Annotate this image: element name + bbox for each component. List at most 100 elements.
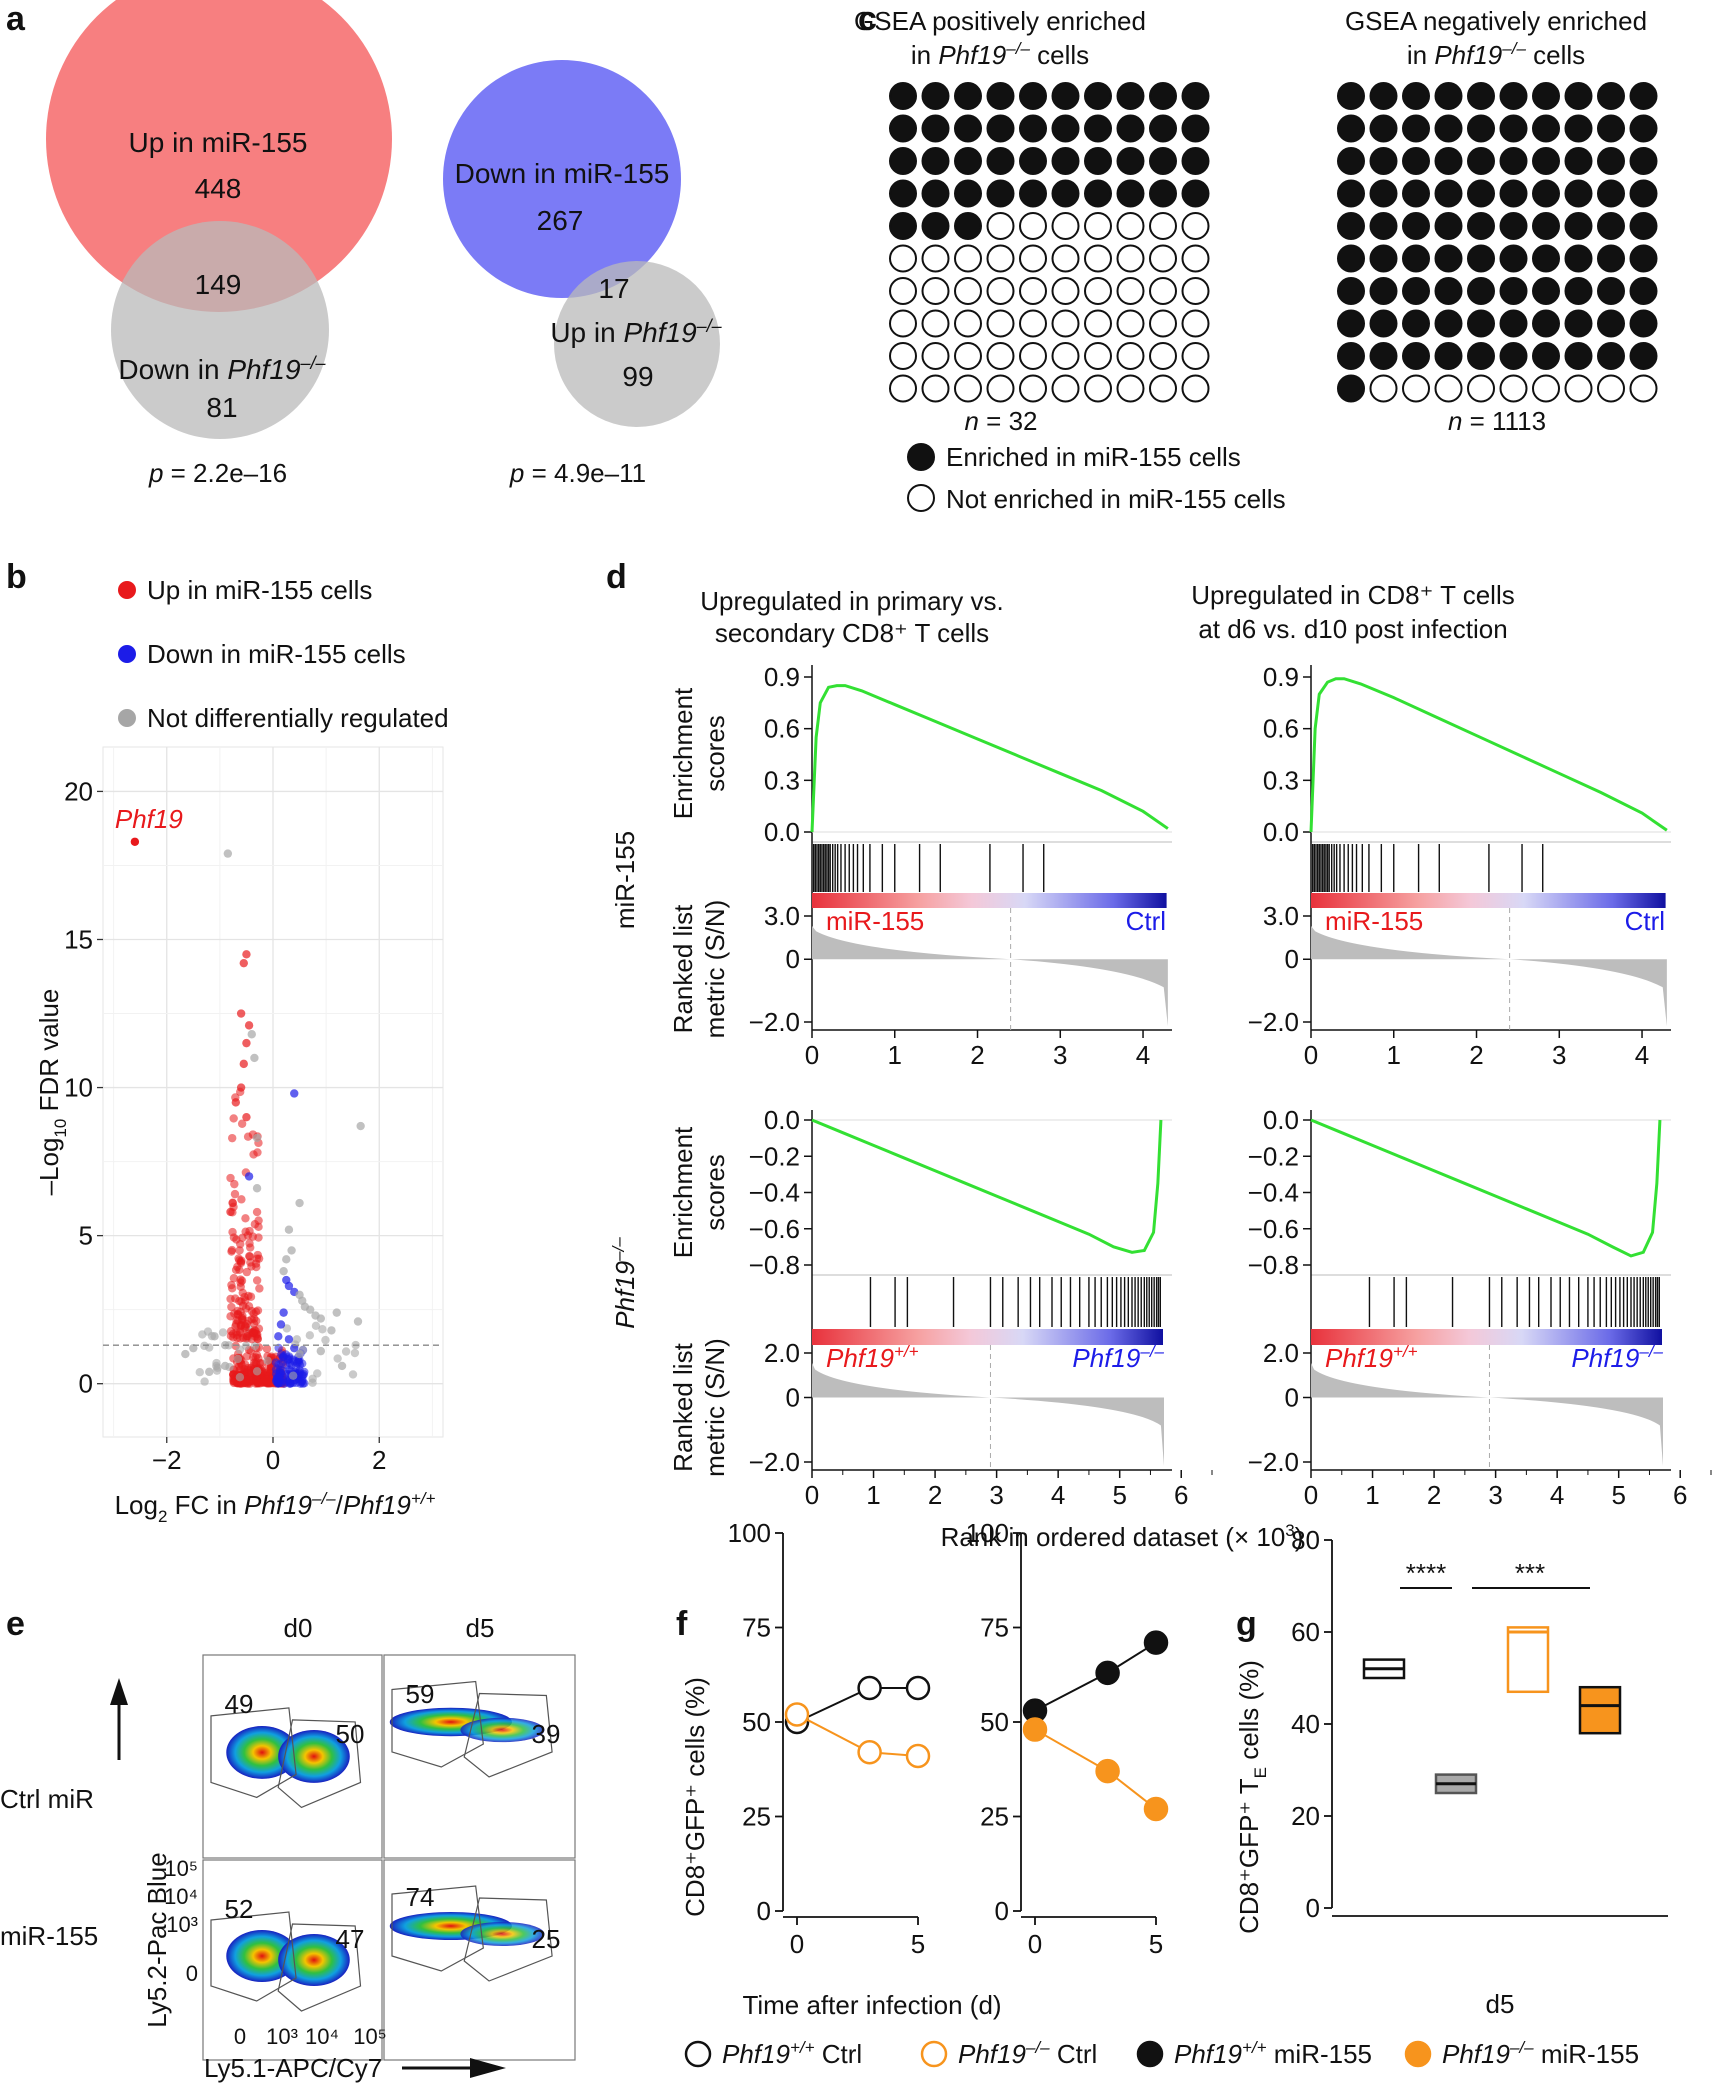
not-enriched-dot bbox=[1019, 342, 1047, 370]
up-point bbox=[237, 1276, 247, 1285]
f-y-axis-label: CD8⁺GFP⁺ cells (%) bbox=[680, 1677, 710, 1917]
metric-tick-label: −2.0 bbox=[749, 1007, 800, 1037]
enriched-dot bbox=[1499, 82, 1528, 110]
b-x-axis-label: Log2 FC in Phf19–/–/Phf19+/+ bbox=[115, 1489, 436, 1526]
gate-percent-left: 52 bbox=[225, 1894, 254, 1924]
enriched-dot bbox=[1564, 277, 1593, 305]
legend-marker-3 bbox=[1136, 2040, 1164, 2068]
not-enriched-dot bbox=[1149, 244, 1177, 273]
enriched-dot bbox=[921, 147, 950, 175]
not-enriched-dot bbox=[1084, 212, 1112, 240]
enriched-dot bbox=[1629, 277, 1658, 305]
enriched-dot bbox=[1467, 342, 1495, 370]
up-point bbox=[228, 1284, 237, 1293]
y-tick-label: 20 bbox=[1291, 1801, 1320, 1831]
ranked-metric-area bbox=[812, 926, 1168, 1026]
down-point bbox=[274, 1343, 283, 1353]
up-point bbox=[231, 1098, 241, 1107]
enriched-dot bbox=[1369, 82, 1398, 110]
ns-point bbox=[295, 1198, 304, 1208]
enriched-dot bbox=[1337, 82, 1365, 110]
enriched-dot bbox=[921, 114, 950, 143]
up-point bbox=[231, 1294, 240, 1303]
ns-point bbox=[279, 1266, 288, 1276]
up-point bbox=[235, 1265, 244, 1275]
x-tick-label: 5 bbox=[911, 1929, 925, 1959]
es-tick-label: 0.6 bbox=[1263, 714, 1299, 744]
down-point bbox=[298, 1379, 308, 1388]
venn2-overlap-count: 17 bbox=[598, 273, 629, 304]
enriched-dot bbox=[1597, 212, 1625, 240]
not-enriched-dot bbox=[986, 374, 1015, 403]
enriched-dot bbox=[889, 114, 917, 143]
x-tick-label: 4 bbox=[1136, 1040, 1150, 1070]
ns-point bbox=[252, 1367, 262, 1376]
ns-point bbox=[220, 1361, 230, 1371]
ns-point bbox=[250, 1053, 259, 1063]
venn2-bottom-label: Up in Phf19–/– bbox=[550, 316, 722, 348]
not-enriched-dot bbox=[1564, 374, 1593, 403]
enriched-dot bbox=[1532, 277, 1560, 305]
enriched-dot bbox=[986, 147, 1015, 175]
up-point bbox=[248, 1232, 258, 1241]
enriched-dot bbox=[1467, 212, 1495, 240]
enriched-dot bbox=[1181, 82, 1210, 110]
enriched-dot bbox=[1369, 277, 1398, 305]
flow-plot-4: 74 25 bbox=[383, 1859, 576, 2061]
x-tick-label: 3 bbox=[1488, 1480, 1502, 1510]
ns-point bbox=[311, 1321, 321, 1331]
enriched-dot bbox=[1434, 212, 1463, 240]
rank-color-bar bbox=[812, 893, 1167, 908]
ns-point bbox=[308, 1374, 317, 1383]
up-point bbox=[245, 1239, 254, 1248]
es-tick-label: −0.4 bbox=[749, 1178, 800, 1208]
up-point bbox=[238, 1288, 247, 1298]
not-enriched-dot bbox=[1402, 374, 1430, 403]
y-tick-label: 5 bbox=[79, 1221, 93, 1251]
enriched-dot bbox=[1564, 147, 1593, 175]
not-enriched-dot bbox=[1019, 374, 1047, 403]
series-line bbox=[796, 1713, 919, 1758]
venn2-bottom-circle bbox=[554, 261, 720, 427]
legend-marker-2 bbox=[920, 2040, 948, 2068]
enriched-dot bbox=[1337, 342, 1365, 370]
up-point bbox=[226, 1173, 235, 1183]
y-tick-label: 0 bbox=[995, 1896, 1009, 1926]
c-left-dot-grid bbox=[889, 82, 1210, 403]
gate-right bbox=[463, 1897, 553, 1982]
ns-point bbox=[205, 1367, 214, 1377]
flow-plot-1: 49 50 bbox=[202, 1654, 383, 1859]
ns-point bbox=[235, 1372, 245, 1382]
e-x-tick-label: 10⁵ bbox=[353, 2024, 387, 2049]
not-enriched-dot bbox=[889, 277, 917, 305]
enriched-dot bbox=[1564, 114, 1593, 143]
flow-plot-3: 52 47 bbox=[202, 1859, 383, 2061]
up-point bbox=[244, 1021, 254, 1030]
enriched-dot bbox=[1402, 342, 1430, 370]
b-legend-marker bbox=[118, 645, 136, 663]
c-right-dot-grid bbox=[1337, 82, 1658, 403]
not-enriched-dot bbox=[1629, 374, 1658, 403]
not-enriched-dot bbox=[954, 244, 982, 273]
enriched-dot bbox=[1337, 277, 1365, 305]
enriched-dot bbox=[1402, 114, 1430, 143]
not-enriched-dot bbox=[1084, 309, 1112, 338]
ns-point bbox=[247, 1030, 256, 1039]
up-point bbox=[252, 1276, 262, 1285]
phenotype-right-label: Ctrl bbox=[1625, 906, 1665, 936]
up-point bbox=[228, 1227, 237, 1237]
legend-marker-1 bbox=[684, 2040, 712, 2068]
enriched-dot bbox=[1564, 244, 1593, 273]
series-line bbox=[796, 1686, 918, 1723]
es-tick-label: 0.0 bbox=[764, 1105, 800, 1135]
enriched-dot bbox=[1499, 114, 1528, 143]
enriched-dot bbox=[986, 114, 1015, 143]
c-right-title-1: GSEA negatively enriched bbox=[1345, 6, 1647, 36]
up-point bbox=[241, 1214, 250, 1223]
ns-point bbox=[287, 1246, 296, 1255]
data-point bbox=[857, 1739, 882, 1765]
down-point bbox=[276, 1320, 286, 1329]
enriched-dot bbox=[1629, 114, 1658, 143]
